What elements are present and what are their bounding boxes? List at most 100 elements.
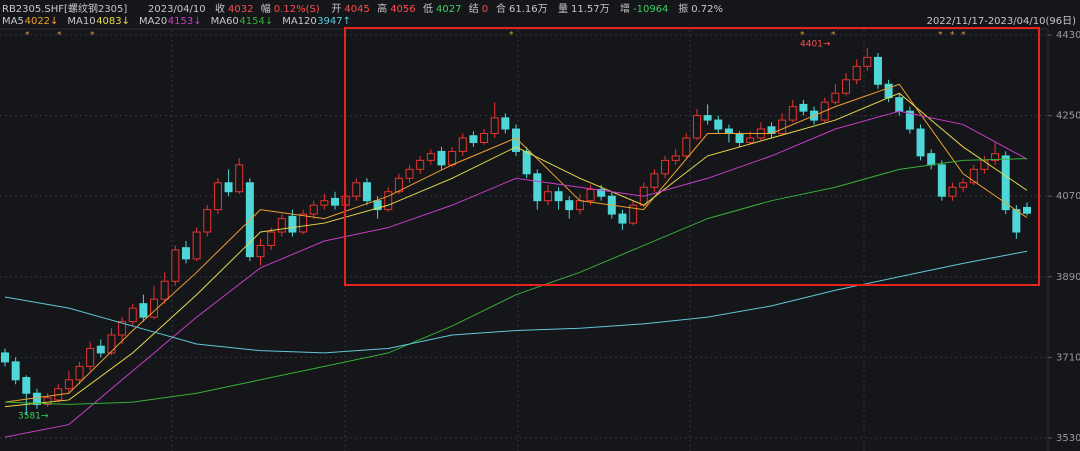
quote-value: 0 (482, 4, 488, 15)
candle-body (373, 200, 382, 211)
candle-body (139, 303, 148, 318)
legend-value: 4153↓ (168, 16, 202, 27)
y-tick-label: 3890 (1056, 272, 1080, 283)
legend-value: 4154↓ (239, 16, 273, 27)
candle-body (299, 213, 308, 233)
candle-body (171, 249, 180, 282)
quote-label: 合 (496, 2, 506, 15)
candle-body (937, 164, 946, 197)
candle-body (650, 173, 659, 188)
candle-body (916, 128, 925, 157)
candle-body (863, 56, 872, 67)
quote-value: 61.16万 (509, 4, 548, 15)
candle-body (1, 352, 9, 363)
candle-body (150, 298, 159, 318)
quote-label: 结 (469, 2, 479, 15)
candle-body (405, 168, 414, 179)
quote-value: 4045 (344, 4, 369, 15)
legend-name: MA20 (139, 16, 167, 27)
candle-body (554, 191, 563, 202)
candle-body (565, 200, 574, 211)
candle-body (1023, 206, 1031, 214)
candle-body (746, 137, 755, 143)
ma-line (4, 110, 1028, 438)
candle-body (522, 150, 531, 175)
candle-body (597, 188, 606, 197)
candle-body (256, 244, 265, 258)
candle-body (43, 397, 52, 405)
plot (0, 34, 1052, 439)
candle-body (735, 133, 744, 143)
candle-body (192, 231, 201, 260)
ma-line (4, 158, 1028, 405)
candle-body (905, 110, 914, 130)
candle-body (980, 159, 989, 170)
candle-body (724, 128, 733, 135)
candle-body (11, 361, 20, 381)
quote-label: 高 (377, 2, 387, 15)
low-annotation: 3581→ (18, 412, 49, 422)
candle-body (692, 115, 701, 139)
quote-value: 4027 (436, 4, 461, 15)
candle-body (873, 56, 882, 85)
highlight-box (344, 27, 1040, 286)
candle-body (309, 204, 318, 215)
candle-body (213, 182, 222, 211)
star: * (800, 31, 805, 41)
candle-body (75, 365, 84, 381)
candle-body (480, 133, 489, 143)
legend-value: 4022↓ (25, 16, 59, 27)
candle-body (394, 177, 403, 193)
candle-body (788, 106, 797, 121)
legend-value: 4083↓ (96, 16, 130, 27)
candle-body (384, 191, 393, 211)
quote-label: 振 (678, 2, 688, 15)
candle-body (618, 213, 627, 224)
quote-label: 低 (423, 2, 433, 15)
header: RB2305.SHF[螺纹钢2305] 2023/04/10 2022/11/1… (2, 2, 1076, 27)
candle-body (118, 321, 127, 336)
candle-body (969, 168, 978, 184)
candle-body (362, 182, 371, 202)
candle-body (1001, 155, 1010, 211)
ma-line (4, 92, 1028, 408)
quote-label: 幅 (261, 2, 271, 15)
quote-label: 增 (620, 2, 630, 15)
star: * (831, 31, 836, 41)
candle-body (437, 150, 446, 166)
range: 2022/11/17-2023/04/10(96日) (927, 16, 1077, 27)
quote-label: 开 (331, 4, 341, 15)
candle-body (714, 119, 723, 130)
legend-name: MA120 (282, 16, 317, 27)
candle-body (352, 182, 361, 197)
candle-body (927, 153, 936, 166)
candle-body (959, 182, 968, 188)
ma-line (4, 83, 1028, 403)
candle-body (490, 117, 499, 135)
candle-body (799, 103, 808, 112)
candle-body (426, 153, 435, 161)
y-tick-label: 4430 (1056, 30, 1080, 41)
star: * (57, 31, 62, 41)
candle-body (331, 197, 340, 206)
quote-value: 0.72% (691, 4, 723, 15)
candle-body (703, 115, 712, 121)
symbol: RB2305.SHF[螺纹钢2305] (2, 2, 127, 15)
candle-body (629, 204, 638, 224)
candle-body (160, 280, 169, 300)
candle-body (458, 137, 467, 152)
candle-body (895, 97, 904, 112)
quote-label: 量 (558, 3, 568, 15)
candle-body (107, 334, 116, 354)
candle-body (842, 79, 851, 94)
candle-body (543, 191, 552, 202)
y-tick-label: 3710 (1056, 352, 1080, 363)
candle-body (128, 307, 137, 323)
candle-body (948, 186, 957, 197)
candle-body (991, 153, 1000, 161)
quote-value: 0.12%(S) (274, 4, 320, 15)
candle-body (671, 155, 680, 161)
y-tick-label: 3530 (1056, 433, 1080, 444)
